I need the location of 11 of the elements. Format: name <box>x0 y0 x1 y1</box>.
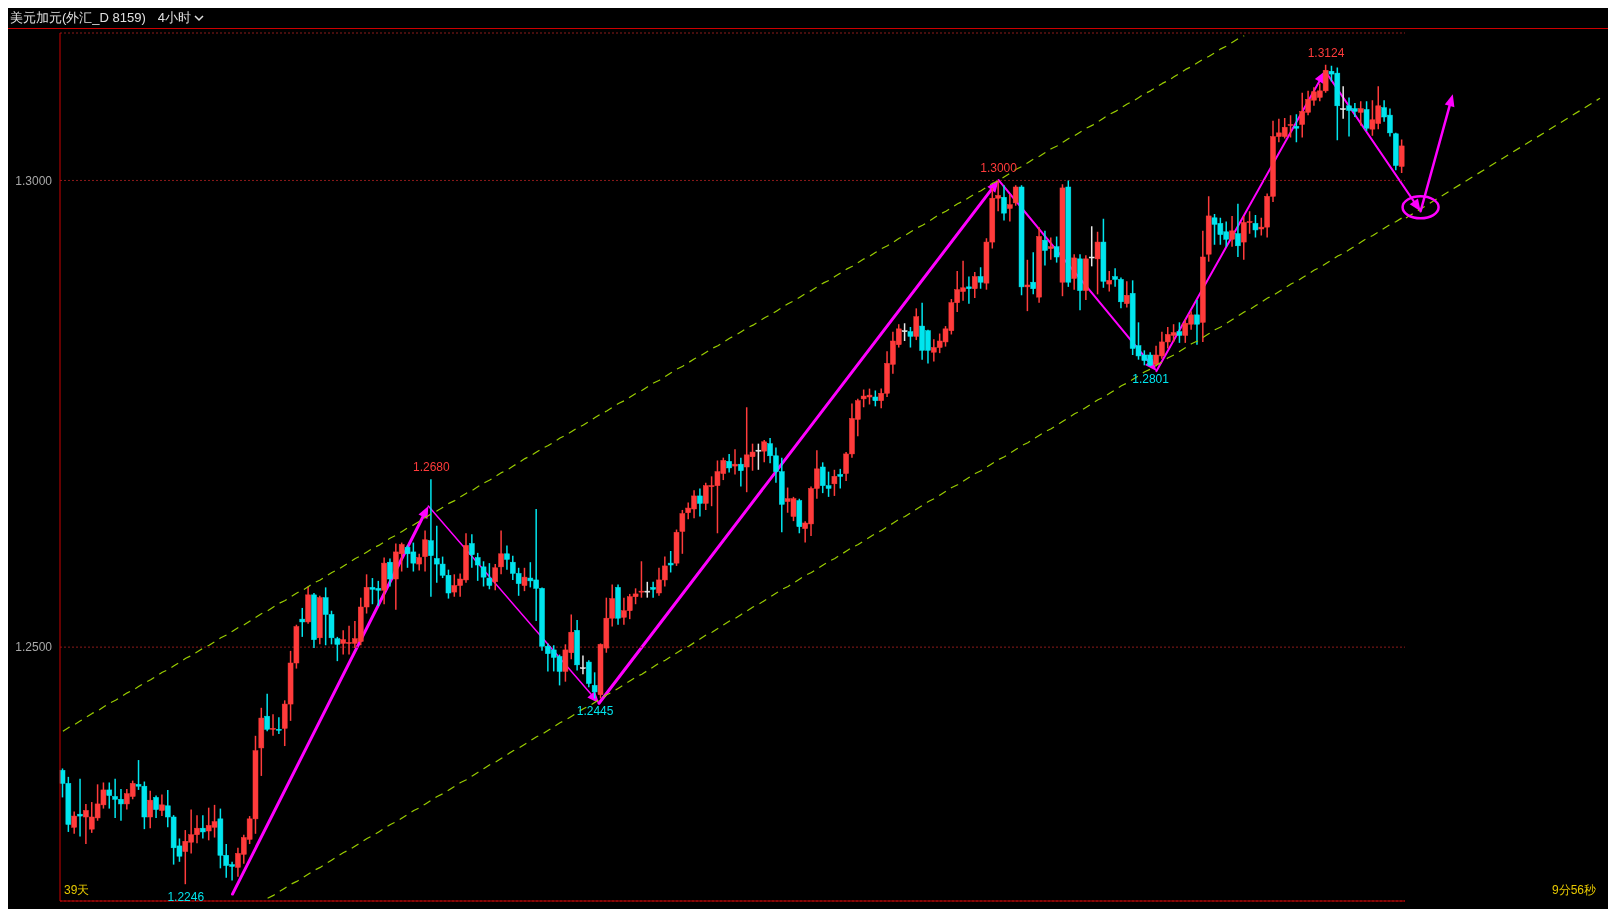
y-tick-label: 1.2500 <box>15 640 53 655</box>
chart-subtitle: 4小时 <box>157 9 193 27</box>
annotation: 1.2801 <box>1132 371 1170 386</box>
chart-title: 美元加元(外汇_D 8159) <box>10 9 146 27</box>
annotation: 1.3000 <box>980 161 1018 176</box>
annotation: 1.3124 <box>1307 45 1345 60</box>
text: 9分56秒 <box>1551 882 1596 899</box>
annotation: 1.2680 <box>412 460 451 475</box>
annotation: 1.2445 <box>576 703 614 718</box>
annotation: 39天 <box>64 882 90 899</box>
annotation: 1.2246 <box>167 889 205 904</box>
